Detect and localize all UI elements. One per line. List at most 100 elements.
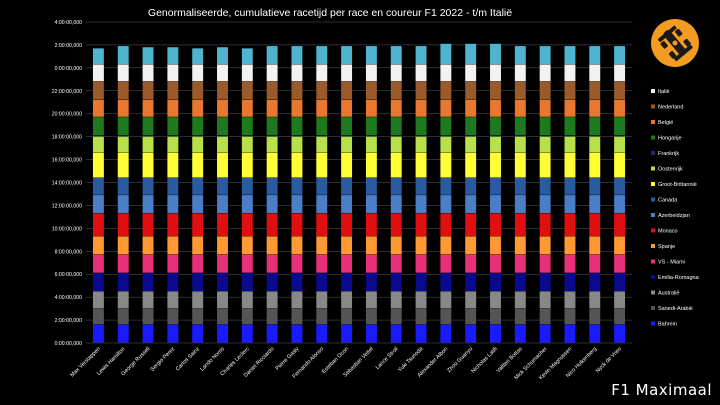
- bar-segment: [341, 135, 353, 137]
- bar-segment: [92, 308, 104, 325]
- legend-swatch: [651, 244, 655, 248]
- bar-segment: [291, 64, 303, 82]
- bar-segment: [415, 99, 427, 117]
- bar-segment: [241, 99, 253, 117]
- legend-label: Bahrein: [658, 322, 677, 328]
- bar-segment: [514, 135, 526, 137]
- bar-segment: [514, 195, 526, 214]
- bar-segment: [92, 81, 104, 100]
- bar-segment: [217, 136, 228, 153]
- bar-segment: [440, 135, 452, 137]
- bar-segment: [266, 308, 278, 325]
- bar-segment: [241, 324, 253, 343]
- bar-segment: [192, 324, 204, 343]
- race-car-icon: [651, 19, 699, 67]
- bar-segment: [142, 308, 154, 325]
- bar-segment: [117, 99, 129, 117]
- bar-segment: [117, 213, 129, 236]
- bar-segment: [291, 195, 303, 214]
- bar-segment: [241, 213, 253, 236]
- bar-segment: [291, 236, 303, 255]
- bar-segment: [241, 81, 253, 100]
- bar-segment: [539, 195, 551, 214]
- bar-segment: [539, 81, 551, 100]
- bar-segment: [365, 273, 377, 292]
- bar-segment: [316, 99, 328, 117]
- bar-segment: [142, 291, 154, 309]
- bar-segment: [564, 152, 576, 178]
- bar-segment: [142, 136, 154, 153]
- bar-segment: [241, 136, 253, 153]
- bar-segment: [440, 291, 452, 309]
- bar-segment: [415, 136, 427, 153]
- bar-segment: [217, 152, 228, 178]
- bar-segment: [564, 213, 576, 236]
- bar-segment: [241, 48, 253, 65]
- y-axis-tick-labels: 0:00:00,000 2:00:00,000 4:00:00,000 6:00:00…: [52, 20, 82, 347]
- bar-segment: [316, 236, 328, 255]
- bar-segment: [241, 64, 253, 82]
- bar-segment: [192, 64, 204, 82]
- bar-segment: [142, 152, 154, 178]
- bar-segment: [614, 324, 626, 343]
- bar-segment: [415, 117, 427, 136]
- bar-segment: [266, 236, 278, 255]
- bar-segment: [465, 117, 477, 136]
- legend-label: Nederland: [658, 105, 683, 111]
- bar-segment: [167, 177, 179, 195]
- bar-segment: [614, 236, 626, 255]
- bar-segment: [465, 291, 477, 309]
- bar-segment: [589, 136, 601, 153]
- bar-segment: [266, 152, 278, 178]
- bar-segment: [514, 324, 526, 343]
- bar-segment: [564, 135, 576, 137]
- bar-segment: [490, 136, 501, 153]
- bar-segment: [92, 254, 104, 273]
- bar-segment: [390, 236, 402, 255]
- bar-segment: [192, 195, 204, 214]
- bar-segment: [514, 99, 526, 117]
- bar-segment: [192, 48, 204, 65]
- bar-segment: [92, 135, 104, 137]
- bar-segment: [490, 308, 501, 325]
- bar-segment: [465, 152, 477, 178]
- bar-segment: [291, 81, 303, 100]
- bar-segment: [390, 254, 402, 273]
- bar-segment: [365, 136, 377, 153]
- bar-segment: [440, 81, 452, 100]
- bar-segment: [415, 273, 427, 292]
- y-tick-label: 2:00:00,000: [55, 43, 83, 49]
- legend-swatch: [651, 213, 655, 217]
- bar-segment: [539, 177, 551, 195]
- bar-segment: [316, 177, 328, 195]
- bar-segment: [365, 135, 377, 137]
- y-tick-label: 8:00:00,000: [55, 249, 83, 255]
- bar-segment: [390, 99, 402, 117]
- bar-segment: [341, 136, 353, 153]
- bar-segment: [192, 273, 204, 292]
- bar-segment: [390, 195, 402, 214]
- bar-segment: [217, 99, 228, 117]
- bar-segment: [341, 213, 353, 236]
- bar-segment: [192, 308, 204, 325]
- bar-segment: [341, 99, 353, 117]
- bar-segment: [440, 117, 452, 136]
- bar-segment: [217, 291, 228, 309]
- bar-segment: [390, 291, 402, 309]
- bar-segment: [564, 195, 576, 214]
- bar-segment: [390, 308, 402, 325]
- bar-segment: [490, 64, 501, 82]
- bar-segment: [614, 81, 626, 100]
- bar-segment: [217, 254, 228, 273]
- bar-segment: [415, 46, 427, 65]
- bar-segment: [291, 254, 303, 273]
- bar-segment: [589, 273, 601, 292]
- bar-segment: [614, 46, 626, 65]
- bar-segment: [415, 195, 427, 214]
- bar-segment: [167, 213, 179, 236]
- bar-segment: [564, 117, 576, 136]
- bar-segment: [316, 195, 328, 214]
- legend-label: Groot-Brittannië: [658, 182, 697, 188]
- legend: Italië Nederland België Hongarije Frankrijk O…: [651, 89, 700, 328]
- bar-segment: [390, 136, 402, 153]
